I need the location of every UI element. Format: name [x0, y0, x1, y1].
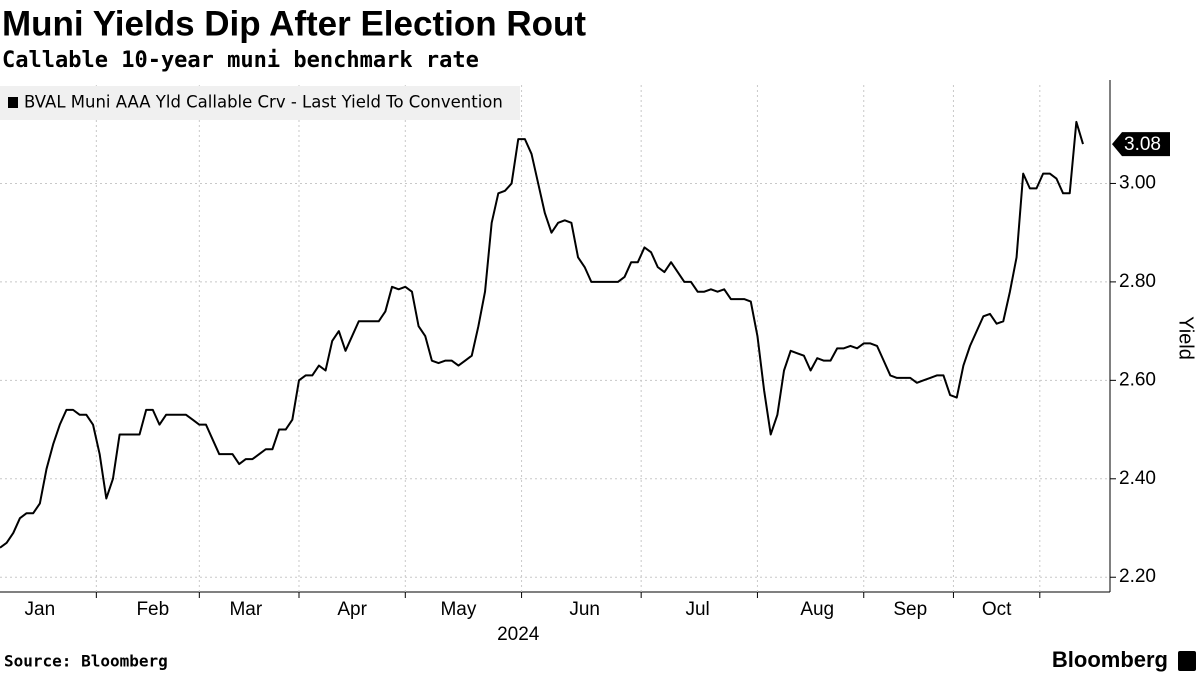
legend-box [0, 86, 520, 120]
x-tick-label: May [440, 599, 476, 620]
x-tick-label: Jul [685, 599, 709, 620]
y-tick-label: 2.40 [1119, 468, 1156, 489]
last-value-label: 3.08 [1124, 134, 1161, 155]
last-value-tag [1112, 132, 1170, 157]
x-tick-label: Jan [25, 599, 56, 620]
y-tick-label: 2.60 [1119, 369, 1156, 390]
x-axis-label: 2024 [497, 624, 540, 645]
brand: Bloomberg [1052, 647, 1168, 672]
y-tick-label: 2.80 [1119, 271, 1156, 292]
chart-subtitle: Callable 10-year muni benchmark rate [2, 48, 479, 73]
x-tick-label: Sep [893, 599, 927, 620]
y-axis-label: Yield [1175, 316, 1197, 360]
x-tick-label: Jun [569, 599, 600, 620]
x-tick-label: Mar [229, 599, 262, 620]
brand-icon [1178, 651, 1196, 671]
series-line [0, 120, 1084, 549]
y-tick-label: 3.00 [1119, 172, 1156, 193]
x-tick-label: Apr [337, 599, 367, 620]
x-tick-label: Feb [136, 599, 169, 620]
x-tick-label: Aug [800, 599, 834, 620]
legend-label: BVAL Muni AAA Yld Callable Crv - Last Yi… [24, 93, 503, 112]
y-tick-label: 2.20 [1119, 566, 1156, 587]
chart-title: Muni Yields Dip After Election Rout [2, 4, 586, 43]
x-tick-label: Oct [982, 599, 1012, 620]
source: Source: Bloomberg [4, 652, 168, 671]
legend-swatch [8, 97, 18, 108]
